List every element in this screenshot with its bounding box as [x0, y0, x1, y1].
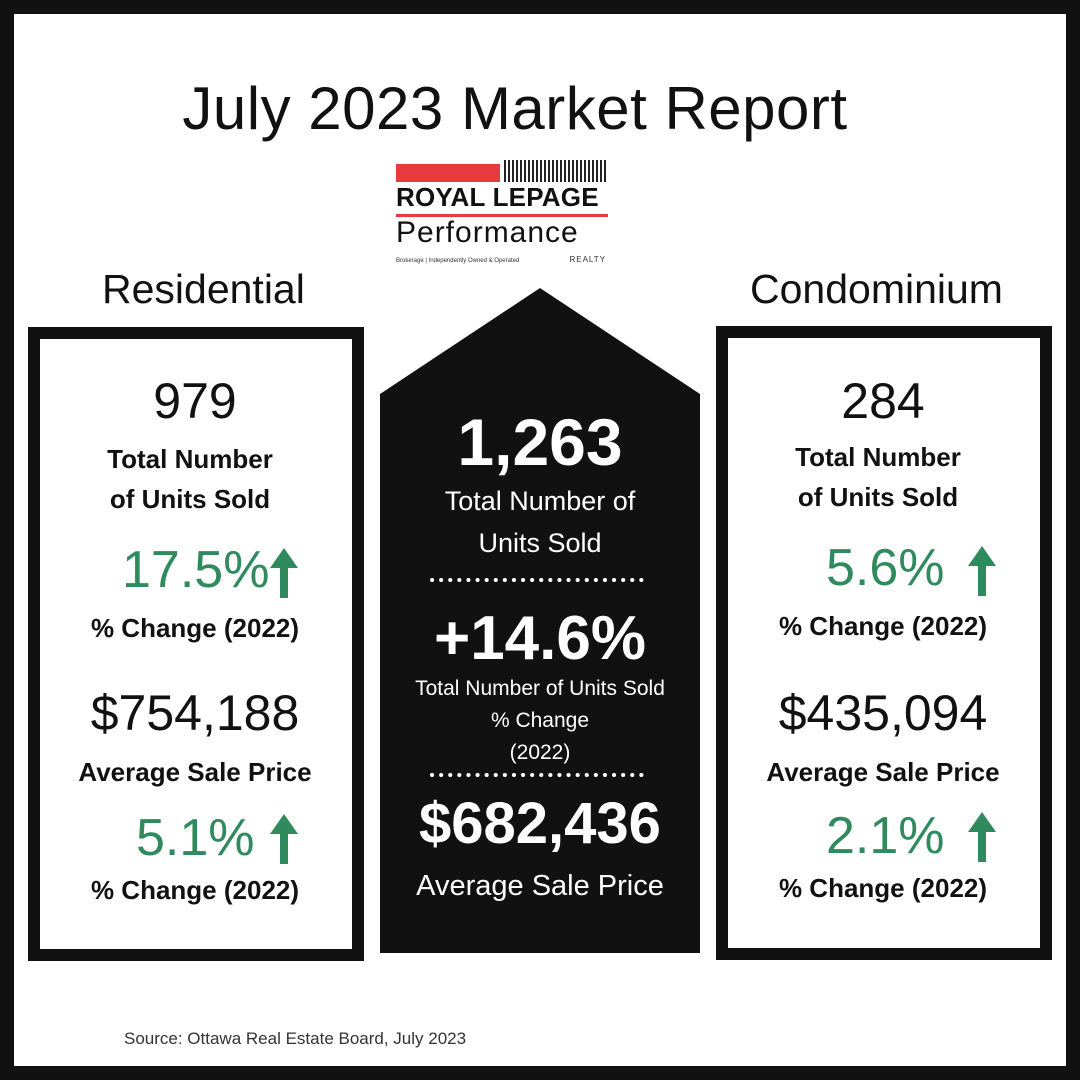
residential-units-label-1: Total Number	[107, 444, 273, 474]
total-change-label-1: Total Number of Units Sold	[415, 677, 665, 700]
total-change-label-2: % Change	[490, 709, 590, 732]
condominium-units-label-2: of Units Sold	[797, 482, 959, 512]
up-arrow-icon	[270, 814, 298, 864]
total-units-label-1: Total Number of	[444, 486, 636, 516]
residential-price-change-label: % Change (2022)	[90, 875, 300, 905]
page-title: July 2023 Market Report	[182, 75, 848, 142]
center-house-shape	[380, 288, 700, 953]
up-arrow-icon	[968, 812, 996, 862]
condominium-price: $435,094	[778, 685, 988, 741]
total-price: $682,436	[419, 791, 661, 856]
condominium-price-change: 2.1%	[826, 807, 945, 865]
condominium-units-change-label: % Change (2022)	[778, 611, 988, 641]
total-units-label-2: Units Sold	[478, 528, 602, 558]
logo-red-bar	[396, 164, 500, 182]
condominium-units-label-1: Total Number	[795, 442, 961, 472]
condominium-heading: Condominium	[750, 266, 1003, 312]
logo-performance: Performance	[396, 216, 579, 249]
logo-barcode-stripes	[504, 160, 608, 182]
residential-panel	[28, 327, 364, 961]
condominium-price-change-label: % Change (2022)	[778, 873, 988, 903]
residential-units-label-2: of Units Sold	[109, 484, 271, 514]
total-units: 1,263	[457, 405, 623, 479]
condominium-panel	[716, 326, 1052, 960]
residential-units: 979	[153, 373, 237, 429]
logo-realty: REALTY	[569, 255, 606, 264]
logo-tagline: Brokerage | Independently Owned & Operat…	[396, 258, 520, 264]
dotted-divider	[430, 773, 650, 777]
logo-brand-name: ROYAL LEPAGE	[396, 182, 599, 212]
up-arrow-icon	[270, 548, 298, 598]
condominium-units-change: 5.6%	[826, 539, 945, 597]
total-change-label-3: (2022)	[509, 741, 571, 764]
condominium-units: 284	[841, 373, 925, 429]
total-change: +14.6%	[433, 604, 646, 673]
residential-price-change: 5.1%	[136, 809, 255, 867]
residential-price: $754,188	[90, 685, 300, 741]
source-note: Source: Ottawa Real Estate Board, July 2…	[124, 1029, 467, 1048]
residential-heading: Residential	[102, 266, 305, 312]
total-price-label: Average Sale Price	[416, 870, 664, 902]
residential-units-change: 17.5%	[122, 541, 270, 599]
condominium-price-label: Average Sale Price	[766, 757, 1000, 787]
residential-price-label: Average Sale Price	[78, 757, 312, 787]
royal-lepage-logo: ROYAL LEPAGE Performance Brokerage | Ind…	[396, 160, 610, 272]
logo-divider	[396, 214, 608, 217]
up-arrow-icon	[968, 546, 996, 596]
dotted-divider	[430, 578, 650, 582]
residential-units-change-label: % Change (2022)	[90, 613, 300, 643]
